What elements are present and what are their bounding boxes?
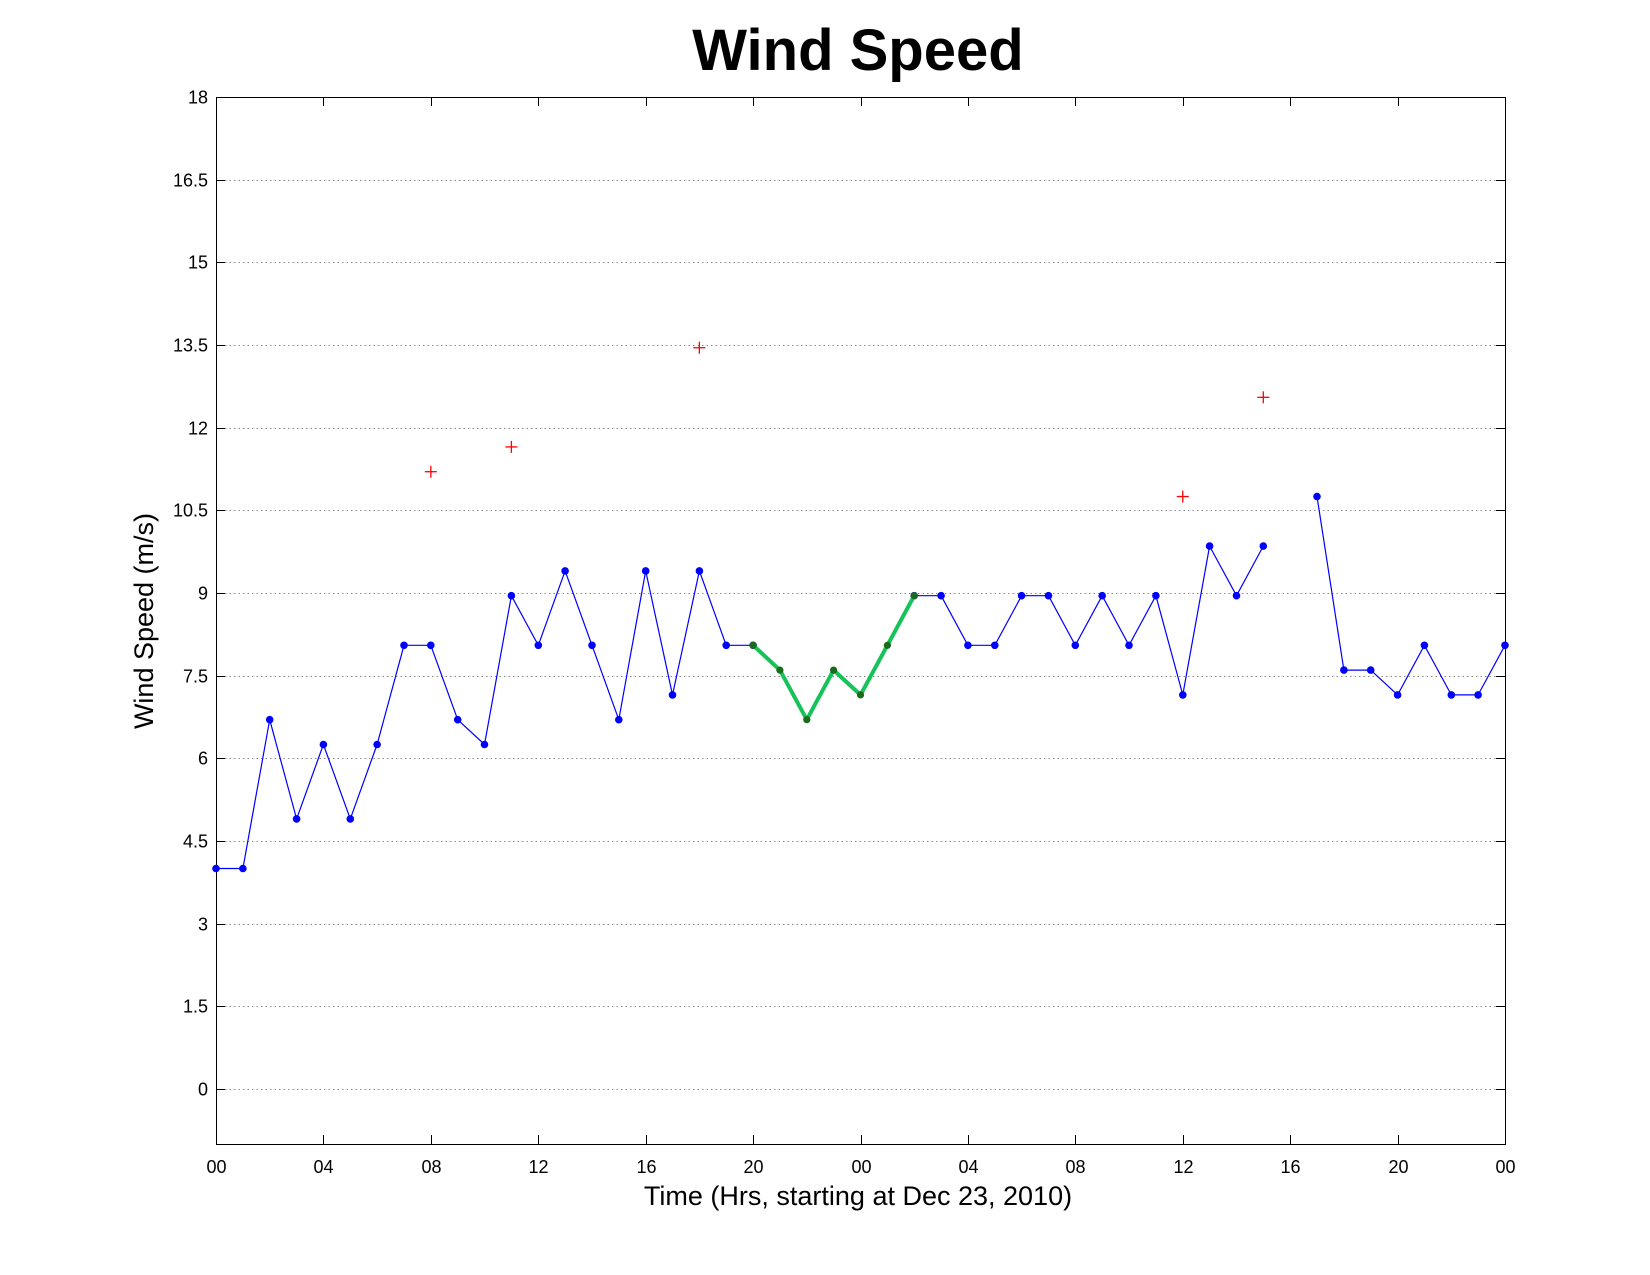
wind-speed-point xyxy=(1259,542,1268,550)
y-tick-label: 9 xyxy=(198,584,208,604)
highlight-series-line xyxy=(751,594,916,722)
wind-speed-point xyxy=(400,641,408,650)
highlight-data-point xyxy=(749,641,757,649)
wind-speed-point xyxy=(480,740,489,749)
wind-speed-point xyxy=(373,740,381,749)
wind-speed-point xyxy=(1205,542,1214,550)
wind-speed-point xyxy=(991,641,999,650)
wind-speed-point xyxy=(1098,591,1106,600)
wind-speed-point xyxy=(239,864,247,873)
wind-speed-point xyxy=(1340,666,1348,674)
wind-speed-point xyxy=(615,715,623,724)
wind-speed-point xyxy=(1232,591,1241,600)
wind-speed-point xyxy=(641,567,650,575)
y-tick-label: 1.5 xyxy=(183,997,208,1017)
highlight-data-point xyxy=(856,691,865,699)
x-tick-label: 12 xyxy=(1173,1157,1193,1177)
x-tick-label: 16 xyxy=(636,1157,656,1177)
y-tick-label: 10.5 xyxy=(173,501,208,521)
wind-speed-point xyxy=(507,591,516,600)
x-tick-label: 20 xyxy=(1388,1157,1408,1177)
wind-speed-point xyxy=(1179,691,1187,699)
highlight-data-point xyxy=(910,592,918,600)
y-tick-labels: 0 1.5 3 4.5 6 7.5 9 10.5 12 13.5 15 16.5 18 xyxy=(173,88,208,1100)
data-series xyxy=(212,341,1509,873)
gust-plus-marker xyxy=(424,465,437,478)
highlight-data-point xyxy=(803,716,811,724)
highlight-data-point xyxy=(776,666,784,674)
y-tick-label: 3 xyxy=(198,915,208,935)
x-tick-label: 08 xyxy=(1065,1157,1085,1177)
wind-speed-line xyxy=(1316,496,1506,696)
wind-speed-point xyxy=(1125,641,1133,650)
wind-speed-point xyxy=(695,567,704,575)
highlight-data-point xyxy=(830,666,838,674)
axis-ticks xyxy=(216,97,1506,1144)
wind-speed-point xyxy=(1044,591,1053,600)
x-axis-label: Time (Hrs, starting at Dec 23, 2010) xyxy=(644,1181,1072,1211)
plot-area-frame xyxy=(216,97,1506,1145)
gust-plus-marker xyxy=(505,440,518,453)
x-tick-label: 16 xyxy=(1280,1157,1300,1177)
wind-speed-point xyxy=(1313,492,1321,501)
wind-speed-point xyxy=(1447,691,1456,699)
y-tick-label: 18 xyxy=(188,88,208,108)
highlight-data-point xyxy=(883,641,892,649)
wind-speed-point xyxy=(453,715,462,724)
x-tick-label: 08 xyxy=(421,1157,441,1177)
y-tick-label: 4.5 xyxy=(183,832,208,852)
wind-speed-point xyxy=(1152,591,1160,600)
wind-speed-point xyxy=(722,641,730,650)
x-tick-labels: 00 04 08 12 16 20 00 04 08 12 16 20 00 xyxy=(206,1157,1515,1177)
wind-speed-point xyxy=(588,641,596,650)
wind-speed-point xyxy=(292,815,301,823)
wind-speed-point xyxy=(427,641,435,650)
wind-speed-point xyxy=(1071,641,1080,650)
x-tick-label: 12 xyxy=(528,1157,548,1177)
wind-speed-point xyxy=(561,567,569,575)
y-tick-label: 13.5 xyxy=(173,336,208,356)
wind-speed-point xyxy=(319,740,328,749)
y-tick-label: 12 xyxy=(188,419,208,439)
y-tick-label: 15 xyxy=(188,253,208,273)
wind-speed-point xyxy=(1420,641,1429,650)
wind-speed-point xyxy=(937,591,945,600)
y-tick-label: 0 xyxy=(198,1080,208,1100)
x-tick-label: 20 xyxy=(743,1157,763,1177)
x-tick-label: 04 xyxy=(313,1157,333,1177)
x-tick-label: 00 xyxy=(851,1157,871,1177)
x-tick-label: 00 xyxy=(1495,1157,1515,1177)
gust-plus-marker xyxy=(1176,490,1189,503)
gust-plus-marker xyxy=(1257,391,1270,404)
grid-lines xyxy=(216,180,1505,1090)
y-axis-label: Wind Speed (m/s) xyxy=(129,513,159,729)
gust-plus-marker xyxy=(693,341,706,354)
x-tick-label: 00 xyxy=(206,1157,226,1177)
chart-title: Wind Speed xyxy=(692,18,1023,83)
wind-speed-point xyxy=(534,641,543,650)
wind-speed-point xyxy=(964,641,972,650)
wind-speed-point xyxy=(212,864,220,873)
wind-speed-point xyxy=(346,815,355,823)
wind-speed-line xyxy=(216,570,754,870)
wind-speed-point xyxy=(668,691,677,699)
wind-speed-point xyxy=(1017,591,1026,600)
wind-speed-point xyxy=(1501,641,1509,650)
wind-speed-point xyxy=(1474,691,1482,699)
wind-speed-point xyxy=(1366,666,1375,674)
wind-speed-point xyxy=(265,715,274,724)
y-tick-label: 7.5 xyxy=(183,667,208,687)
wind-speed-line xyxy=(914,545,1264,696)
y-tick-label: 16.5 xyxy=(173,171,208,191)
y-tick-label: 6 xyxy=(198,749,208,769)
x-tick-label: 04 xyxy=(958,1157,978,1177)
wind-speed-point xyxy=(1393,691,1402,699)
